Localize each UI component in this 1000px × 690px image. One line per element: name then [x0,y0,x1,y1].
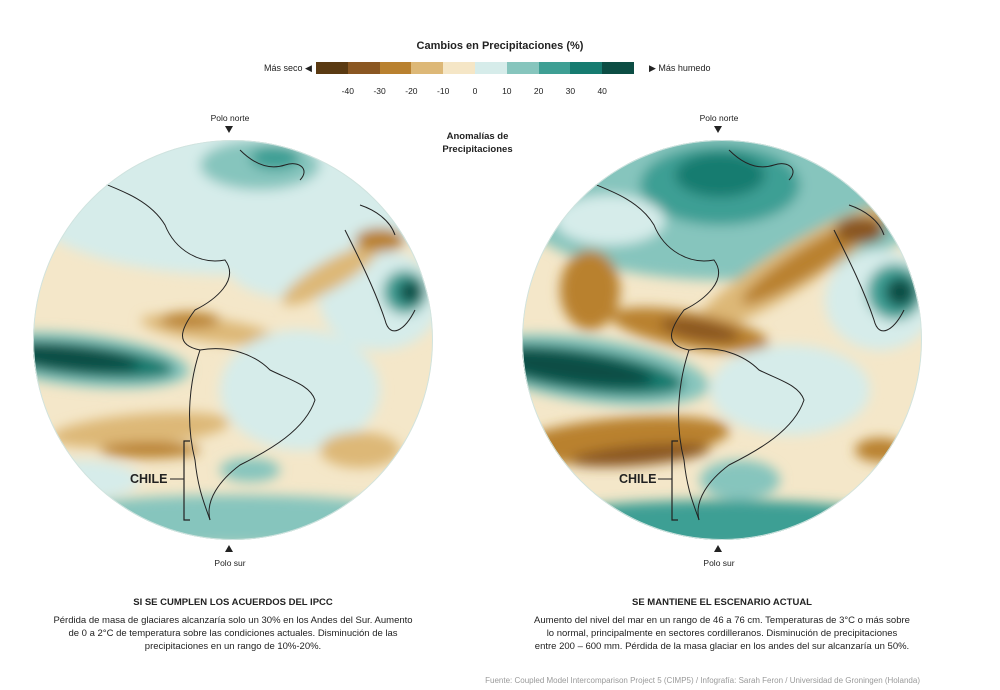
legend-tick-label: 30 [565,86,576,96]
legend-swatch [474,62,507,74]
legend-swatch [411,62,444,74]
south-pole-label-left: Polo sur [214,558,246,568]
legend-swatch [316,62,348,74]
globe-right [522,140,922,540]
legend-tick-label: -30 [373,86,386,96]
legend-color-scale [316,62,634,74]
legend-swatch [506,62,539,74]
legend-swatch [538,62,571,74]
legend-drier: Más seco ◀ [264,63,312,73]
legend-tick-label: 40 [597,86,607,96]
south-pole-label-right: Polo sur [703,558,735,568]
legend-tick-label: 20 [533,86,544,96]
legend-title: Cambios en Precipitaciones (%) [416,40,584,52]
legend-tick-label: 0 [472,86,478,96]
legend-swatch [443,62,475,74]
caption-body-right: Aumento del nivel del mar en un rango de… [534,615,910,652]
legend-tick-label: -20 [405,86,418,96]
chile-label-left: CHILE [130,472,168,486]
source-credit: Fuente: Coupled Model Intercomparison Pr… [485,676,920,685]
caption-title-right: SE MANTIENE EL ESCENARIO ACTUAL [632,597,812,608]
caption-title-left: SI SE CUMPLEN LOS ACUERDOS DEL IPCC [133,597,333,608]
legend-swatch [570,62,603,74]
caption-body-left: Pérdida de masa de glaciares alcanzaría … [53,615,413,652]
north-pole-label-right: Polo norte [699,113,739,123]
legend-swatch [602,62,634,74]
legend-swatch [379,62,412,74]
globe-left [33,140,433,540]
legend-tick-label: -10 [437,86,450,96]
legend-tick-label: 10 [502,86,512,96]
legend-tick-label: -40 [341,86,354,96]
north-pole-label-left: Polo norte [210,113,250,123]
center-title: Anomalías de Precipitaciones [442,131,513,155]
legend-swatch [347,62,380,74]
chile-label-right: CHILE [619,472,657,486]
legend-wetter: ▶ Más humedo [649,63,711,73]
